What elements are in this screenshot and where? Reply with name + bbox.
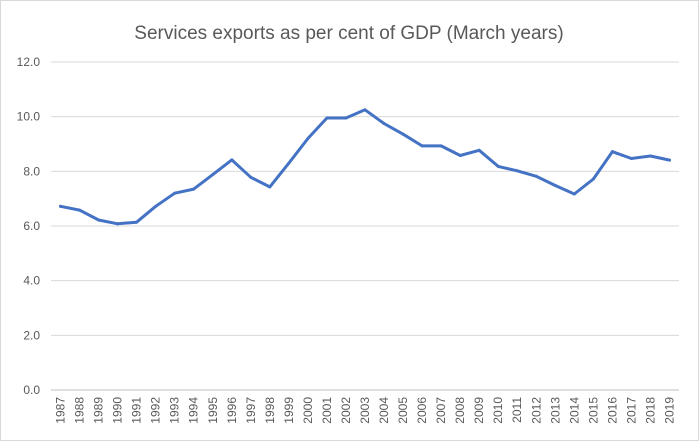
- data-point: [401, 132, 405, 136]
- x-tick-label: 1999: [282, 397, 296, 424]
- y-tick-label: 8.0: [23, 164, 40, 178]
- x-tick-label: 1991: [130, 397, 144, 424]
- data-point: [306, 137, 310, 141]
- data-point: [192, 187, 196, 191]
- data-point: [230, 158, 234, 162]
- x-tick-label: 2003: [358, 397, 372, 424]
- x-tick-label: 2004: [377, 397, 391, 424]
- data-point: [325, 116, 329, 120]
- y-tick-label: 6.0: [23, 219, 40, 233]
- x-tick-label: 1994: [187, 397, 201, 424]
- x-tick-label: 2002: [339, 397, 353, 424]
- data-point: [420, 144, 424, 148]
- data-point: [268, 185, 272, 189]
- data-point: [496, 164, 500, 168]
- data-point: [458, 153, 462, 157]
- x-tick-label: 2007: [434, 397, 448, 424]
- x-tick-label: 2011: [510, 397, 524, 423]
- x-tick-label: 1989: [92, 397, 106, 424]
- y-tick-label: 2.0: [23, 328, 40, 342]
- data-point: [78, 208, 82, 212]
- data-point: [249, 175, 253, 179]
- x-tick-label: 2018: [643, 397, 657, 424]
- x-tick-label: 1996: [225, 397, 239, 424]
- data-point: [515, 169, 519, 173]
- data-point: [610, 150, 614, 154]
- data-point: [648, 154, 652, 158]
- x-tick-label: 1990: [111, 397, 125, 424]
- x-tick-label: 2008: [453, 397, 467, 424]
- x-tick-label: 1988: [73, 397, 87, 424]
- x-tick-label: 1987: [54, 397, 68, 424]
- x-tick-label: 2000: [301, 397, 315, 424]
- data-point: [382, 122, 386, 125]
- data-point: [344, 116, 348, 120]
- x-tick-label: 2019: [662, 397, 676, 424]
- x-tick-label: 1993: [168, 397, 182, 424]
- data-point: [572, 192, 576, 196]
- data-point: [667, 158, 671, 162]
- y-tick-label: 0.0: [23, 383, 40, 397]
- data-point: [116, 222, 120, 226]
- x-tick-label: 2005: [396, 397, 410, 424]
- x-tick-label: 2012: [529, 397, 543, 424]
- data-point: [534, 174, 538, 178]
- x-tick-label: 2015: [586, 397, 600, 424]
- data-point: [287, 161, 291, 165]
- data-point: [591, 177, 595, 181]
- x-tick-label: 2010: [491, 397, 505, 424]
- x-tick-label: 1992: [149, 397, 163, 424]
- data-point: [363, 108, 367, 112]
- x-tick-label: 2006: [415, 397, 429, 424]
- y-tick-label: 10.0: [17, 110, 41, 124]
- data-point: [629, 156, 633, 160]
- x-tick-label: 2009: [472, 397, 486, 424]
- x-tick-label: 2013: [548, 397, 562, 424]
- x-tick-label: 1995: [206, 397, 220, 424]
- x-tick-label: 2014: [567, 397, 581, 424]
- y-tick-label: 4.0: [23, 274, 40, 288]
- x-tick-label: 1997: [244, 397, 258, 424]
- data-point: [439, 144, 443, 148]
- chart-title: Services exports as per cent of GDP (Mar…: [134, 23, 563, 44]
- data-point: [154, 204, 158, 208]
- y-tick-label: 12.0: [17, 55, 41, 69]
- data-point: [553, 184, 557, 188]
- data-point: [477, 148, 481, 152]
- series-line: [59, 108, 671, 226]
- x-tick-label: 2017: [624, 397, 638, 424]
- data-point: [59, 204, 63, 208]
- data-point: [173, 191, 177, 195]
- data-point: [135, 220, 139, 224]
- x-tick-label: 1998: [263, 397, 277, 424]
- data-point: [211, 173, 215, 177]
- x-tick-label: 2016: [605, 397, 619, 424]
- data-point: [97, 218, 101, 222]
- x-tick-label: 2001: [320, 397, 334, 424]
